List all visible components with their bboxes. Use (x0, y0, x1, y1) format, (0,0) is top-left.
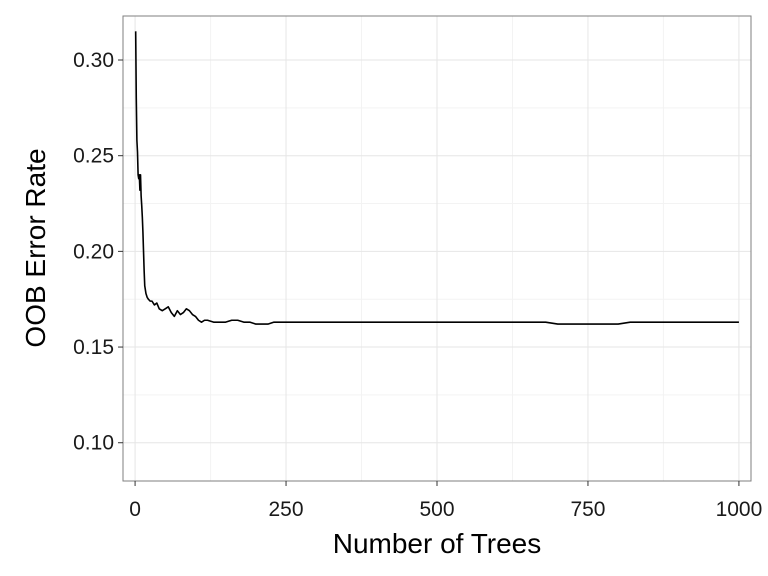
x-tick-label: 750 (570, 498, 605, 521)
x-tick-label: 0 (129, 498, 141, 521)
y-tick-label: 0.30 (73, 49, 114, 72)
y-tick-label: 0.25 (73, 145, 114, 168)
x-tick-label: 500 (419, 498, 454, 521)
y-axis-title: OOB Error Rate (20, 148, 51, 347)
y-tick-label: 0.15 (73, 336, 114, 359)
x-tick-label: 250 (269, 498, 304, 521)
y-tick-label: 0.20 (73, 240, 114, 263)
y-tick-label: 0.10 (73, 432, 114, 455)
y-axis: 0.10 0.15 0.20 0.25 0.30 (73, 49, 123, 455)
major-gridlines (123, 16, 751, 481)
x-axis-title: Number of Trees (333, 528, 542, 559)
x-tick-label: 1000 (716, 498, 763, 521)
series-layer (134, 31, 739, 325)
x-axis: 0 250 500 750 1000 (129, 481, 762, 521)
oob-error-line (134, 31, 739, 325)
